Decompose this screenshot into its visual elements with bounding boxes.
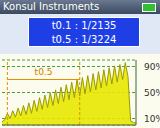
html-text:t0.5 : 1/3224: t0.5 : 1/3224	[51, 34, 117, 45]
svg-text:90%: 90%	[144, 62, 152, 72]
html-text:Konsul Instruments: Konsul Instruments	[3, 1, 100, 12]
html-text:t0.1 : 1/2135: t0.1 : 1/2135	[51, 20, 117, 31]
svg-text:t0.5: t0.5	[35, 67, 53, 77]
svg-text:50%: 50%	[144, 88, 152, 98]
svg-text:10%: 10%	[144, 114, 152, 124]
